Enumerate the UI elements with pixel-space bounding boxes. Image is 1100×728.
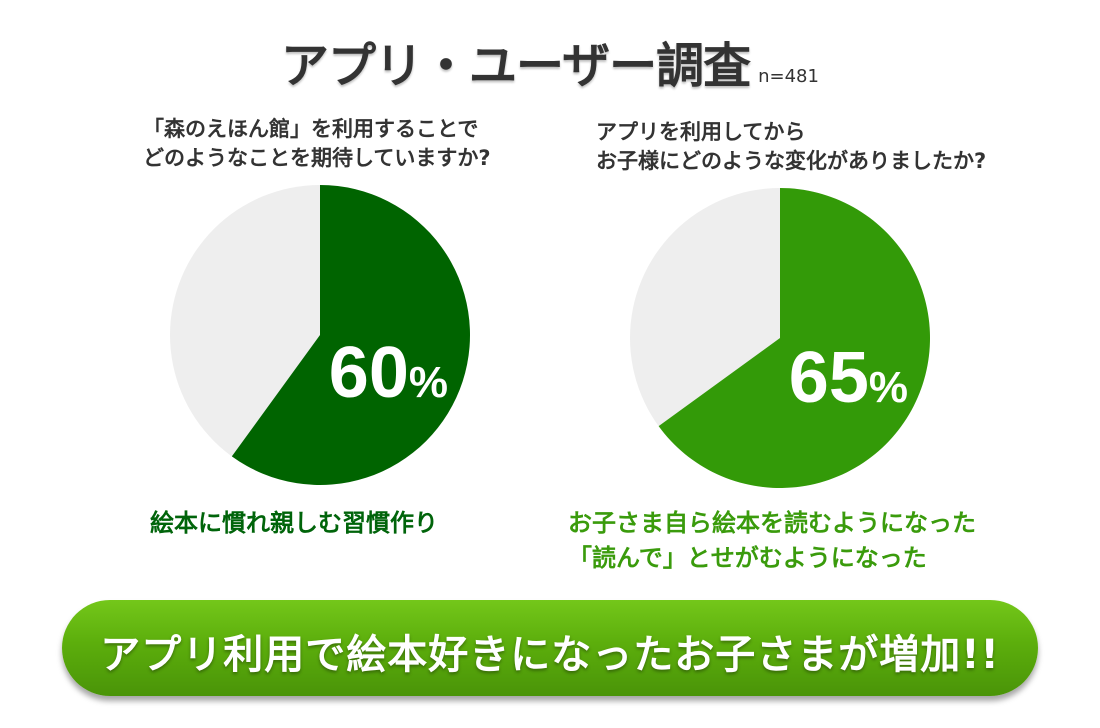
right-answer-line-2: 「読んで」とせがむようになった (568, 544, 927, 572)
right-pie-value: 65 (789, 338, 869, 418)
right-question-line-1: アプリを利用してから (596, 120, 806, 144)
left-pie-unit: % (409, 358, 448, 407)
right-answer-line-1: お子さま自ら絵本を読むようになった (568, 509, 976, 537)
left-answer: 絵本に慣れ親しむ習慣作り (150, 506, 438, 541)
right-pie-unit: % (869, 363, 908, 412)
left-pie-chart: 60% (170, 185, 470, 485)
banner-text: アプリ利用で絵本好きになったお子さまが増加!! (100, 632, 1000, 678)
left-pie-highlight-slice (231, 185, 470, 485)
left-answer-line-1: 絵本に慣れ親しむ習慣作り (150, 509, 438, 537)
page-title: アプリ・ユーザー調査 (281, 38, 751, 94)
left-question-line-2: どのようなことを期待していますか? (143, 146, 491, 170)
left-pie-percentage-label: 60% (329, 333, 448, 413)
left-pie-value: 60 (329, 333, 409, 413)
right-pie-highlight-slice (658, 188, 931, 488)
right-pie-percentage-label: 65% (789, 338, 908, 418)
sample-size-note: n=481 (758, 66, 819, 87)
right-answer: お子さま自ら絵本を読むようになった 「読んで」とせがむようになった (568, 506, 976, 576)
right-question: アプリを利用してから お子様にどのような変化がありましたか? (596, 118, 986, 176)
left-question-line-1: 「森のえほん館」を利用することで (143, 117, 479, 141)
conclusion-banner: アプリ利用で絵本好きになったお子さまが増加!! (62, 600, 1038, 696)
title-block: アプリ・ユーザー調査 n=481 (0, 26, 1100, 96)
right-question-line-2: お子様にどのような変化がありましたか? (596, 149, 987, 173)
left-question: 「森のえほん館」を利用することで どのようなことを期待していますか? (143, 115, 491, 173)
right-pie-chart: 65% (630, 188, 931, 488)
